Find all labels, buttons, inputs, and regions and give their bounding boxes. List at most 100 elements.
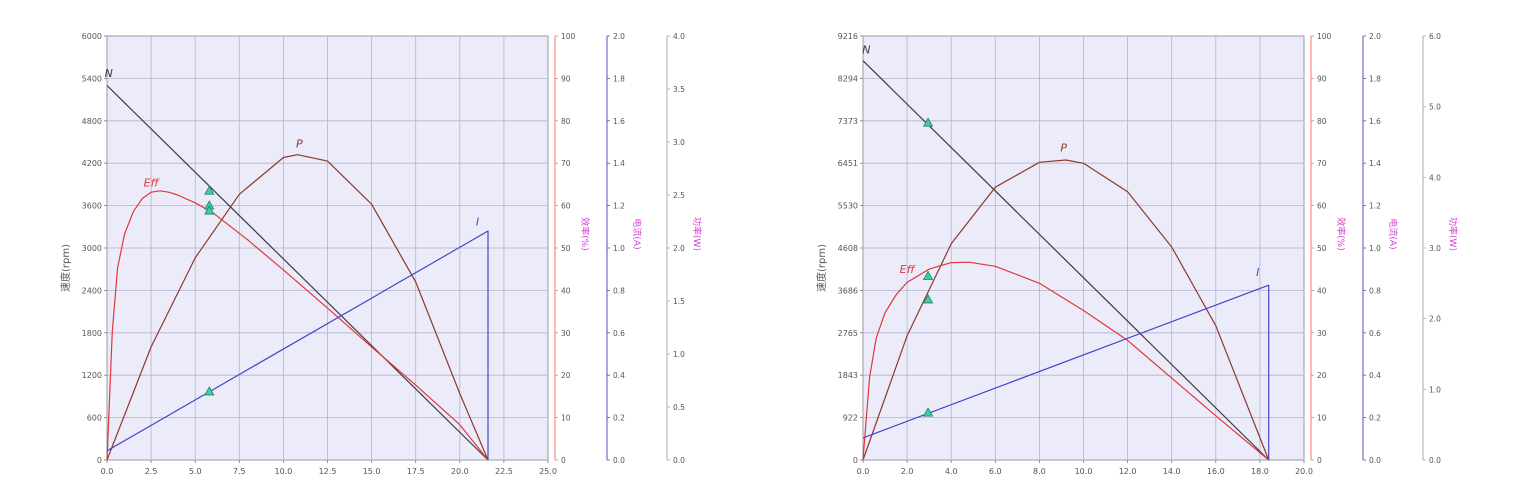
current-axis-tick-label: 1.6 xyxy=(1369,117,1381,126)
curve-label-eff: Eff xyxy=(900,263,916,276)
power-axis-tick-label: 2.5 xyxy=(673,191,685,200)
x-tick-label: 12.0 xyxy=(1119,467,1137,476)
power-axis-tick-label: 1.0 xyxy=(673,350,685,359)
y-tick-label: 4200 xyxy=(82,159,102,168)
efficiency-axis-tick-label: 30 xyxy=(1317,329,1327,338)
efficiency-axis-tick-label: 30 xyxy=(561,329,571,338)
power-axis-tick-label: 2.0 xyxy=(1429,315,1441,324)
power-axis-tick-label: 0.0 xyxy=(673,456,685,465)
chart-2: 0.0 2.0 4.0 6.0 8.0 10.0 12.0 14.0 16.0 18.0 20.0 0… xyxy=(815,32,1459,476)
series-speed xyxy=(106,85,489,461)
power-axis-label: 功率(W) xyxy=(1447,217,1459,251)
efficiency-axis-tick-label: 40 xyxy=(561,286,571,295)
current-axis-tick-label: 0.2 xyxy=(1369,414,1381,423)
efficiency-axis-tick-label: 40 xyxy=(1317,286,1327,295)
x-tick-label: 16.0 xyxy=(1207,467,1225,476)
current-axis-tick-label: 0.6 xyxy=(1369,329,1381,338)
chart-1: 0.0 2.5 5.0 7.5 10.0 12.5 15.0 17.5 20.0 22.5 25.0… xyxy=(59,32,703,476)
efficiency-axis-tick-label: 0 xyxy=(1317,456,1322,465)
power-axis-tick-label: 1.0 xyxy=(1429,385,1441,394)
current-axis-tick-label: 1.8 xyxy=(1369,74,1381,83)
efficiency-axis-tick-label: 10 xyxy=(1317,414,1327,423)
y-tick-label: 6000 xyxy=(82,32,102,41)
efficiency-axis-tick-label: 0 xyxy=(561,456,566,465)
y-tick-label: 5530 xyxy=(838,202,858,211)
x-tick-label: 18.0 xyxy=(1251,467,1269,476)
y-axis-label: 速度(rpm) xyxy=(59,244,72,292)
x-tick-label: 2.5 xyxy=(145,467,158,476)
curve-label-n: N xyxy=(105,67,113,80)
operating-point-marker xyxy=(922,117,934,127)
power-axis-tick-label: 6.0 xyxy=(1429,32,1441,41)
efficiency-axis-tick-label: 50 xyxy=(1317,244,1327,253)
power-axis-tick-label: 3.0 xyxy=(673,138,685,147)
series-efficiency xyxy=(106,190,489,461)
power-axis-tick-label: 4.0 xyxy=(673,32,685,41)
power-axis-tick-label: 5.0 xyxy=(1429,103,1441,112)
efficiency-axis-tick-label: 60 xyxy=(561,202,571,211)
series-power xyxy=(862,159,1270,461)
power-axis-label: 功率(W) xyxy=(691,217,703,251)
current-axis-tick-label: 0.4 xyxy=(1369,371,1381,380)
x-tick-label: 17.5 xyxy=(407,467,425,476)
operating-point-marker xyxy=(204,205,215,215)
y-axis-label: 速度(rpm) xyxy=(815,244,828,292)
current-axis-tick-label: 0.8 xyxy=(613,286,625,295)
operating-point-marker xyxy=(204,185,215,195)
power-axis-tick-label: 2.0 xyxy=(673,244,685,253)
operating-point-marker xyxy=(922,407,934,417)
current-axis-tick-label: 1.6 xyxy=(613,117,625,126)
y-tick-label: 0 xyxy=(97,456,102,465)
x-tick-label: 5.0 xyxy=(189,467,202,476)
current-axis-tick-label: 0.6 xyxy=(613,329,625,338)
x-tick-label: 12.5 xyxy=(319,467,337,476)
efficiency-axis-tick-label: 50 xyxy=(561,244,571,253)
current-axis-tick-label: 2.0 xyxy=(1369,32,1381,41)
efficiency-axis-tick-label: 90 xyxy=(561,74,571,83)
curve-label-i: I xyxy=(1256,266,1259,279)
curve-label-i: I xyxy=(476,215,479,228)
y-tick-label: 3600 xyxy=(82,202,102,211)
y-tick-label: 4608 xyxy=(838,244,858,253)
power-axis-tick-label: 0.5 xyxy=(673,403,685,412)
efficiency-axis-tick-label: 70 xyxy=(1317,159,1327,168)
efficiency-axis-tick-label: 60 xyxy=(1317,202,1327,211)
current-axis-tick-label: 1.0 xyxy=(1369,244,1381,253)
x-tick-label: 20.0 xyxy=(451,467,469,476)
y-tick-label: 3000 xyxy=(82,244,102,253)
curve-label-p: P xyxy=(296,138,303,151)
x-tick-label: 4.0 xyxy=(945,467,958,476)
efficiency-axis-tick-label: 100 xyxy=(561,32,576,41)
y-tick-label: 3686 xyxy=(838,286,858,295)
efficiency-axis-tick-label: 10 xyxy=(561,414,571,423)
y-tick-label: 922 xyxy=(843,414,858,423)
power-axis-tick-label: 3.0 xyxy=(1429,244,1441,253)
y-tick-label: 8294 xyxy=(838,74,858,83)
x-tick-label: 2.0 xyxy=(901,467,914,476)
efficiency-axis-tick-label: 70 xyxy=(561,159,571,168)
efficiency-axis-tick-label: 100 xyxy=(1317,32,1332,41)
current-axis-tick-label: 0.0 xyxy=(1369,456,1381,465)
curve-label-eff: Eff xyxy=(144,177,160,190)
current-axis-tick-label: 0.0 xyxy=(613,456,625,465)
current-axis-label: 电流(A) xyxy=(1387,218,1399,249)
y-tick-label: 1800 xyxy=(82,329,102,338)
current-axis-tick-label: 0.4 xyxy=(613,371,625,380)
operating-point-marker xyxy=(922,270,934,280)
operating-point-marker xyxy=(922,294,934,304)
operating-point-marker xyxy=(204,386,215,396)
efficiency-axis-tick-label: 80 xyxy=(1317,117,1327,126)
series-current xyxy=(862,284,1270,460)
power-axis-tick-label: 3.5 xyxy=(673,85,685,94)
series-speed xyxy=(862,60,1270,461)
current-axis-tick-label: 2.0 xyxy=(613,32,625,41)
efficiency-axis-tick-label: 80 xyxy=(561,117,571,126)
series-current xyxy=(106,230,489,460)
efficiency-axis-tick-label: 20 xyxy=(561,371,571,380)
power-axis-tick-label: 0.0 xyxy=(1429,456,1441,465)
x-tick-label: 22.5 xyxy=(495,467,513,476)
y-tick-label: 1843 xyxy=(838,371,858,380)
y-tick-label: 2765 xyxy=(838,329,858,338)
x-tick-label: 14.0 xyxy=(1163,467,1181,476)
